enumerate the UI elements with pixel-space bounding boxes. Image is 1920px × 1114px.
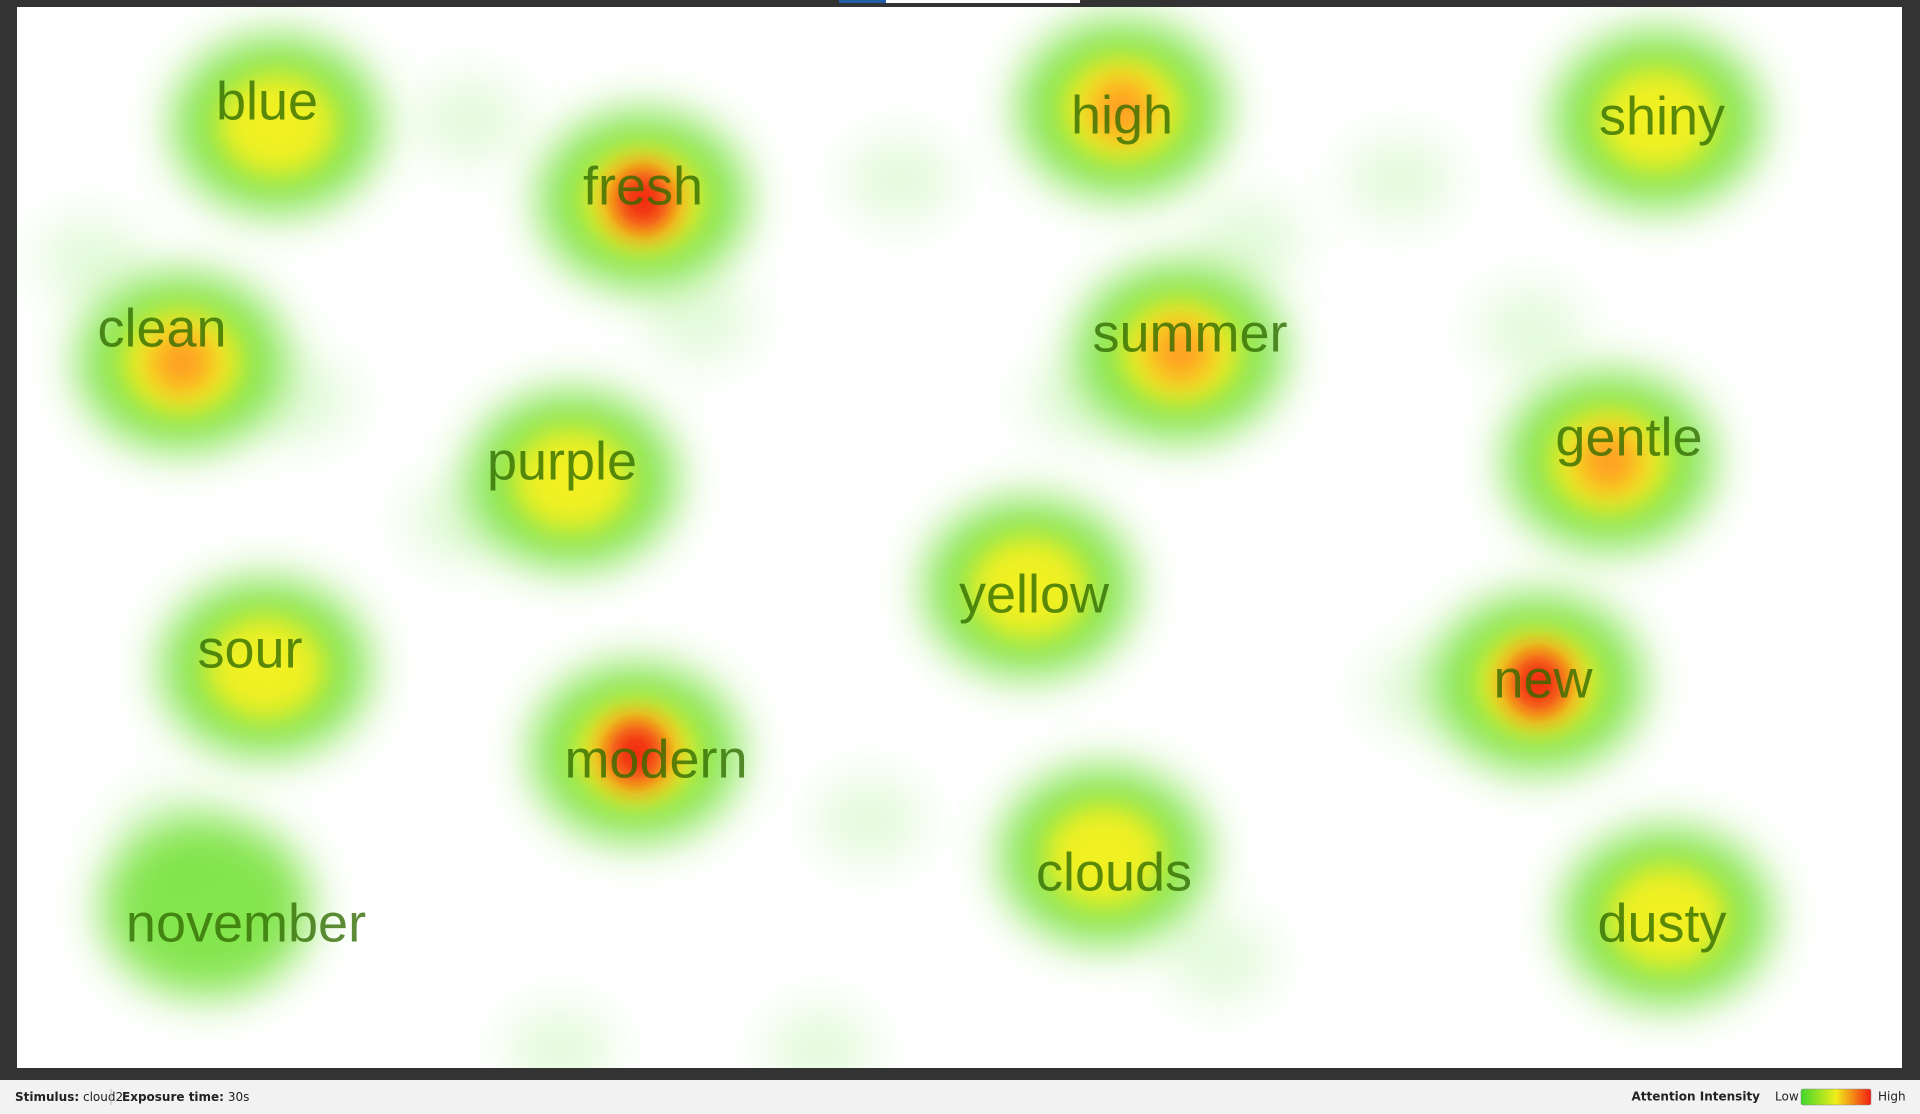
heat-spot [1195, 195, 1305, 285]
exposure-label: Exposure time: [122, 1090, 224, 1104]
heat-blob-core [969, 536, 1089, 640]
heat-spot [1475, 285, 1585, 375]
word: yellow [959, 564, 1110, 624]
word: modern [564, 729, 747, 789]
word: high [1071, 85, 1173, 145]
word: new [1493, 649, 1593, 709]
word-cloud: blue fresh high shiny clean summer gentle purpl… [97, 71, 1726, 953]
word: sour [197, 619, 302, 679]
heat-blob-hot [1148, 320, 1212, 384]
word: clean [97, 298, 226, 358]
heat-blob-hot [150, 330, 214, 394]
heat-blob-core [205, 616, 325, 720]
legend-title: Attention Intensity [1632, 1090, 1761, 1104]
word: blue [216, 71, 318, 131]
heat-blob-hot [1090, 77, 1154, 141]
heat-spot [815, 775, 925, 865]
heat-spot [845, 135, 955, 225]
word: gentle [1555, 407, 1702, 467]
heat-blob-core [217, 73, 337, 177]
word: dusty [1597, 893, 1726, 953]
heat-spot [415, 75, 525, 165]
heat-blob-core [1607, 865, 1727, 969]
heat-blob-hot [1577, 429, 1641, 493]
exposure-info: Exposure time: 30s [122, 1090, 249, 1104]
heat-blob-peak [1510, 653, 1566, 713]
legend-low: Low [1775, 1090, 1799, 1104]
tab-indicator [839, 0, 886, 3]
legend-high: High [1878, 1090, 1906, 1104]
heatmap [35, 19, 1772, 1068]
exposure-value: 30s [228, 1090, 250, 1104]
word: summer [1092, 303, 1287, 363]
status-bar [0, 1080, 1920, 1114]
heat-blob-peak [615, 170, 671, 230]
heat-blob-core [1597, 68, 1717, 172]
tab-indicator [886, 0, 1080, 3]
heat-blob-peak [608, 723, 664, 783]
word: shiny [1599, 86, 1725, 146]
heat-spot [1165, 915, 1275, 1005]
word: clouds [1036, 842, 1192, 902]
heat-spot [35, 215, 145, 305]
stimulus-value: cloud2 [83, 1090, 123, 1104]
heat-blob-core [1044, 804, 1164, 908]
heat-spot [765, 1005, 875, 1068]
stimulus-label: Stimulus: [15, 1090, 79, 1104]
word: purple [487, 431, 637, 491]
word: fresh [583, 156, 703, 216]
heat-spot [505, 1005, 615, 1068]
word: november [126, 893, 366, 953]
legend-gradient [1800, 1088, 1872, 1106]
heat-spot [1345, 135, 1455, 225]
heat-blob-core [512, 428, 632, 532]
stimulus-info: Stimulus: cloud2 [15, 1090, 123, 1104]
heat-spot [645, 275, 755, 365]
heat-blob [101, 817, 311, 997]
